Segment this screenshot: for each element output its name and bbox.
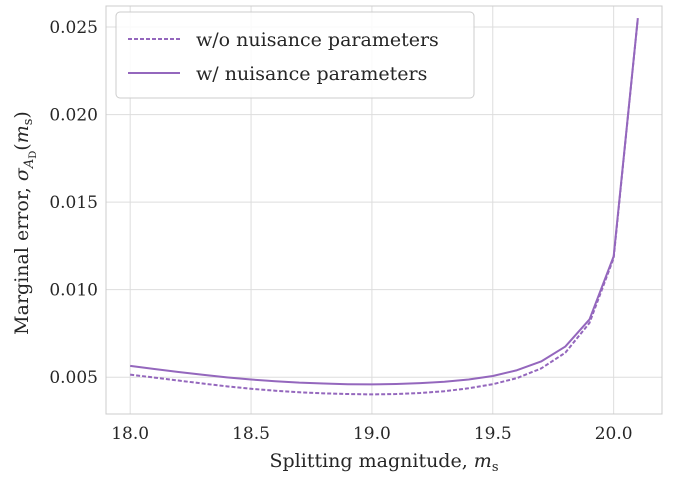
legend-label-without-nuisance: w/o nuisance parameters: [196, 29, 439, 51]
legend-box: [115, 11, 475, 99]
legend: w/o nuisance parameters w/ nuisance para…: [115, 11, 475, 99]
x-tick-label: 20.0: [595, 424, 633, 444]
legend-label-with-nuisance: w/ nuisance parameters: [196, 63, 427, 85]
x-tick-label: 18.5: [232, 424, 270, 444]
series-line-without-nuisance: [130, 18, 639, 396]
x-tick-label: 19.0: [353, 424, 391, 444]
tick-labels: 18.0 18.5 19.0 19.5 20.0 0.005 0.010 0.015 0.020…: [49, 18, 632, 444]
series-line-with-nuisance: [130, 18, 639, 386]
series-layer: [130, 18, 639, 396]
y-tick-label: 0.025: [49, 18, 98, 38]
y-tick-label: 0.010: [49, 281, 98, 301]
plot-area: [105, 5, 663, 415]
y-tick-label: 0.020: [49, 106, 98, 126]
y-tick-label: 0.005: [49, 368, 98, 388]
x-tick-label: 18.0: [111, 424, 149, 444]
y-tick-label: 0.015: [49, 193, 98, 213]
y-axis-label: Marginal error, σAD(ms): [11, 111, 39, 335]
x-axis-label: Splitting magnitude, ms: [270, 450, 499, 475]
x-tick-label: 19.5: [474, 424, 512, 444]
